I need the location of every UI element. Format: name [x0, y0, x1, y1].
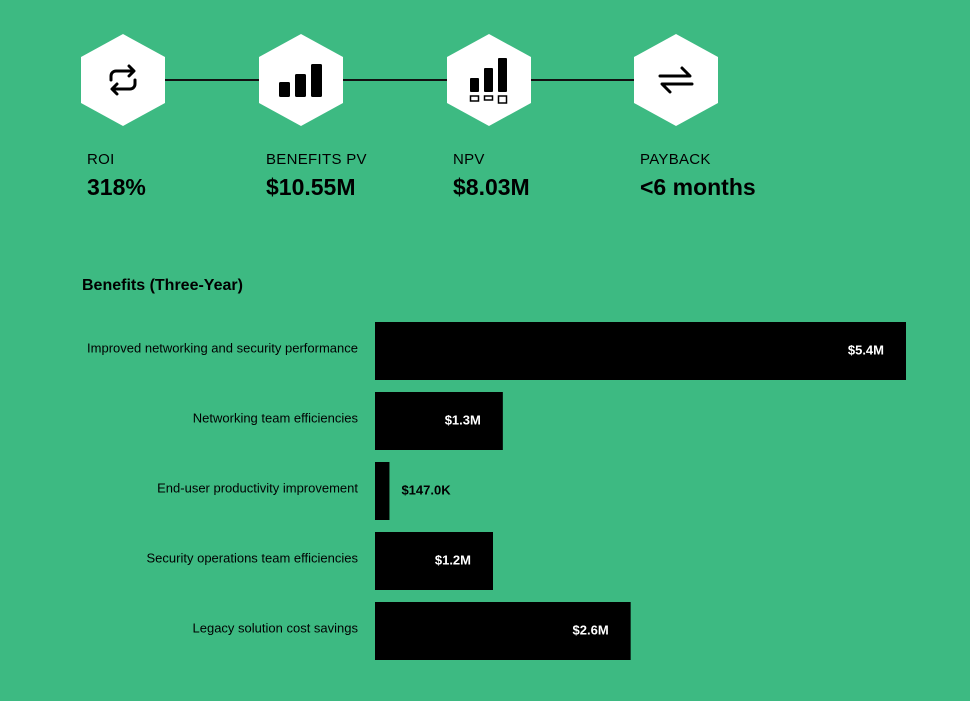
data-label: $1.3M — [445, 412, 481, 427]
metric-value: 318% — [87, 174, 146, 200]
category-label: Improved networking and security perform… — [87, 340, 358, 355]
bar — [375, 462, 390, 520]
category-label: Networking team efficiencies — [193, 410, 359, 425]
metric-label: PAYBACK — [640, 151, 711, 168]
metric-label: BENEFITS PV — [266, 151, 367, 168]
metric-value: $10.55M — [266, 174, 356, 200]
data-label: $147.0K — [401, 482, 451, 497]
exchange-arrows-icon — [658, 66, 694, 94]
category-label: Legacy solution cost savings — [193, 620, 359, 635]
bar — [375, 532, 493, 590]
metric-value: $8.03M — [453, 174, 530, 200]
category-label: Security operations team efficiencies — [147, 550, 359, 565]
metric-benefits-pv: BENEFITS PV $10.55M — [266, 151, 367, 201]
bar — [375, 392, 503, 450]
repeat-arrows-icon — [109, 64, 137, 96]
chart-title: Benefits (Three-Year) — [82, 277, 243, 294]
metric-label: ROI — [87, 151, 115, 168]
bar-chart-boxes-icon — [469, 58, 508, 104]
data-label: $2.6M — [573, 622, 609, 637]
bar-chart-icon — [279, 64, 322, 97]
metric-label: NPV — [453, 151, 485, 168]
category-label: End-user productivity improvement — [157, 480, 358, 495]
metric-roi: ROI 318% — [87, 151, 146, 201]
benefits-pv-hexagon — [259, 34, 343, 126]
connector-line — [123, 79, 676, 81]
metric-npv: NPV $8.03M — [453, 151, 530, 201]
bar — [375, 602, 631, 660]
metric-value: <6 months — [640, 174, 756, 200]
metric-payback: PAYBACK <6 months — [640, 151, 756, 201]
data-label: $1.2M — [435, 552, 471, 567]
data-label: $5.4M — [848, 342, 884, 357]
bar — [375, 322, 906, 380]
